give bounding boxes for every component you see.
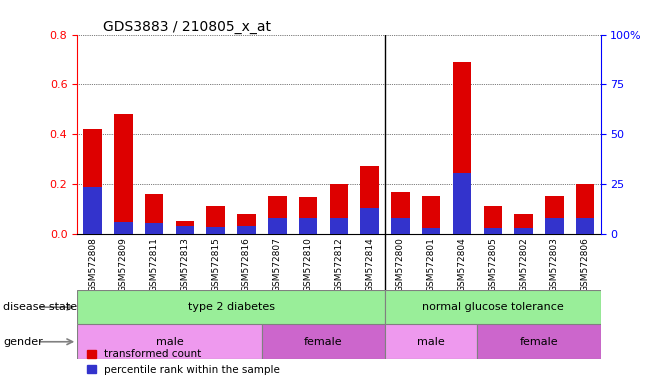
- Bar: [114, 222, 133, 234]
- Text: GSM572814: GSM572814: [365, 237, 374, 292]
- Text: GSM572806: GSM572806: [580, 237, 590, 292]
- Text: disease state: disease state: [3, 302, 77, 312]
- Bar: [145, 223, 163, 234]
- Text: GSM572812: GSM572812: [334, 237, 344, 292]
- Text: normal glucose tolerance: normal glucose tolerance: [422, 302, 564, 312]
- Bar: [453, 62, 471, 234]
- Bar: [385, 290, 601, 324]
- Bar: [176, 220, 194, 234]
- Bar: [77, 324, 262, 359]
- Bar: [329, 184, 348, 234]
- Bar: [391, 192, 410, 234]
- Text: female: female: [519, 337, 558, 347]
- Bar: [422, 195, 440, 234]
- Text: type 2 diabetes: type 2 diabetes: [188, 302, 274, 312]
- Text: GSM572811: GSM572811: [150, 237, 158, 292]
- Text: GDS3883 / 210805_x_at: GDS3883 / 210805_x_at: [103, 20, 271, 33]
- Bar: [114, 114, 133, 234]
- Bar: [238, 214, 256, 234]
- Bar: [268, 195, 287, 234]
- Bar: [262, 324, 385, 359]
- Bar: [83, 187, 102, 234]
- Text: GSM572803: GSM572803: [550, 237, 559, 292]
- Text: GSM572804: GSM572804: [458, 237, 466, 292]
- Bar: [515, 214, 533, 234]
- Bar: [545, 195, 564, 234]
- Bar: [545, 218, 564, 234]
- Bar: [576, 218, 595, 234]
- Text: female: female: [304, 337, 343, 347]
- Bar: [145, 194, 163, 234]
- Bar: [391, 218, 410, 234]
- Bar: [422, 228, 440, 234]
- Text: GSM572800: GSM572800: [396, 237, 405, 292]
- Bar: [360, 208, 379, 234]
- Bar: [329, 218, 348, 234]
- Text: GSM572802: GSM572802: [519, 237, 528, 292]
- Text: GSM572810: GSM572810: [303, 237, 313, 292]
- Text: GSM572808: GSM572808: [88, 237, 97, 292]
- Text: GSM572815: GSM572815: [211, 237, 220, 292]
- Text: GSM572801: GSM572801: [427, 237, 435, 292]
- Text: GSM572816: GSM572816: [242, 237, 251, 292]
- Bar: [77, 290, 385, 324]
- Text: GSM572813: GSM572813: [180, 237, 189, 292]
- Bar: [176, 225, 194, 234]
- Bar: [268, 218, 287, 234]
- Text: male: male: [156, 337, 183, 347]
- Bar: [484, 228, 502, 234]
- Bar: [83, 129, 102, 234]
- Bar: [515, 228, 533, 234]
- Bar: [238, 225, 256, 234]
- Bar: [207, 205, 225, 234]
- Bar: [576, 184, 595, 234]
- Bar: [207, 227, 225, 234]
- Text: gender: gender: [3, 337, 43, 347]
- Bar: [453, 173, 471, 234]
- Legend: transformed count, percentile rank within the sample: transformed count, percentile rank withi…: [83, 345, 285, 379]
- Text: GSM572809: GSM572809: [119, 237, 128, 292]
- Bar: [299, 197, 317, 234]
- Bar: [477, 324, 601, 359]
- Bar: [484, 205, 502, 234]
- Bar: [360, 166, 379, 234]
- Text: male: male: [417, 337, 445, 347]
- Text: GSM572805: GSM572805: [488, 237, 497, 292]
- Bar: [299, 218, 317, 234]
- Bar: [385, 324, 477, 359]
- Text: GSM572807: GSM572807: [273, 237, 282, 292]
